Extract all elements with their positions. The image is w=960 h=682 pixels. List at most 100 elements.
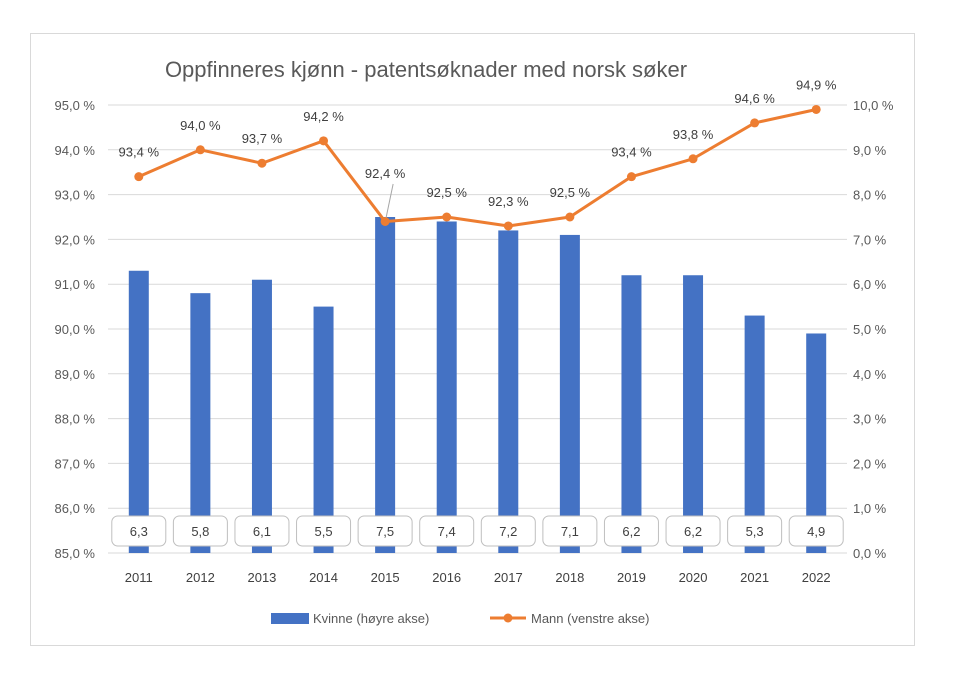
x-axis: 2011 2012 2013 2014 2015 2016 2017 2018 2019 2020… [125,570,831,585]
x-tick-label: 2022 [802,570,831,585]
bar-data-label: 7,2 [499,524,517,539]
line-marker [319,136,329,146]
left-tick-label: 93,0 % [55,188,96,203]
bar-data-label: 6,2 [684,524,702,539]
line-data-label: 93,4 % [611,145,652,160]
x-tick-label: 2013 [247,570,276,585]
line-data-label: 92,5 % [550,185,591,200]
bar [436,221,457,554]
line-data-label: 93,8 % [673,127,714,142]
left-tick-label: 89,0 % [55,367,96,382]
line-data-label: 92,5 % [426,185,467,200]
x-tick-label: 2012 [186,570,215,585]
line-data-label: 94,0 % [180,118,221,133]
line-data-labels: 93,4 % 94,0 % 93,7 % 94,2 % 92,4 % 92,5 % 92,3… [119,77,837,218]
bar-data-label-box [234,515,290,547]
line-data-label: 93,7 % [242,131,283,146]
left-tick-label: 94,0 % [55,143,96,158]
left-tick-label: 87,0 % [55,456,96,471]
bar-data-label: 5,8 [191,524,209,539]
left-tick-label: 92,0 % [55,232,96,247]
right-tick-label: 9,0 % [853,143,887,158]
line-data-label: 94,6 % [734,91,775,106]
line-marker [134,172,144,182]
bar-data-label: 7,1 [561,524,579,539]
bar [313,306,334,553]
bar-data-label: 6,3 [130,524,148,539]
left-tick-label: 95,0 % [55,98,96,113]
x-tick-label: 2015 [371,570,400,585]
x-tick-label: 2016 [432,570,461,585]
bar-data-label-box [296,515,352,547]
bar-data-label: 6,1 [253,524,271,539]
legend-label-kvinne: Kvinne (høyre akse) [313,611,429,626]
legend-swatch-mann-marker [503,613,513,623]
x-tick-label: 2020 [679,570,708,585]
line-data-label: 94,9 % [796,77,837,92]
bar [683,275,704,553]
right-tick-label: 10,0 % [853,98,894,113]
bar-data-label-box [480,515,536,547]
bar-data-label-box [542,515,598,547]
bar-data-label: 6,2 [622,524,640,539]
line-marker [565,212,575,222]
right-tick-label: 0,0 % [853,546,887,561]
legend-swatch-kvinne [271,613,309,624]
line-data-label-leader [385,183,394,218]
line-data-label: 92,4 % [365,166,406,181]
left-tick-label: 91,0 % [55,277,96,292]
line-data-label: 93,4 % [119,145,160,160]
chart-title: Oppfinneres kjønn - patentsøknader med n… [165,57,687,82]
line-data-label: 92,3 % [488,194,529,209]
line-marker [750,118,760,128]
bar-data-label-box [357,515,413,547]
bar-series [128,217,827,554]
right-tick-label: 4,0 % [853,367,887,382]
x-tick-label: 2021 [740,570,769,585]
bar [806,333,827,553]
bar [744,315,765,553]
legend-label-mann: Mann (venstre akse) [531,611,650,626]
line-data-label: 94,2 % [303,109,344,124]
bar-data-label: 5,3 [746,524,764,539]
bar-data-labels: 6,3 5,8 6,1 5,5 7,5 7,4 7,2 7,1 6,2 6,2 5,3 4,9 [111,515,844,547]
bar-data-label-box [419,515,475,547]
x-tick-label: 2018 [555,570,584,585]
line-marker [257,158,267,168]
bar [559,234,580,554]
bar [190,293,211,553]
line-marker [503,221,513,231]
x-tick-label: 2014 [309,570,338,585]
bar [621,275,642,553]
bar-data-label: 7,5 [376,524,394,539]
right-tick-label: 2,0 % [853,456,887,471]
x-tick-label: 2011 [125,570,153,585]
line-marker [195,145,205,155]
right-tick-label: 8,0 % [853,188,887,203]
right-tick-label: 3,0 % [853,412,887,427]
line-path [138,108,817,228]
left-tick-label: 90,0 % [55,322,96,337]
line-series [134,104,821,231]
left-tick-label: 85,0 % [55,546,96,561]
bar [251,279,272,553]
legend: Kvinne (høyre akse) Mann (venstre akse) [271,611,650,626]
bar [128,270,149,553]
line-marker [688,154,698,164]
right-axis: 0,0 % 1,0 % 2,0 % 3,0 % 4,0 % 5,0 % 6,0 % 7,0 %… [853,98,894,561]
line-marker [380,216,390,226]
bar-data-label-box [111,515,167,547]
line-marker [442,212,452,222]
gridlines [108,104,847,554]
bar [375,217,396,553]
line-marker [626,172,636,182]
right-tick-label: 1,0 % [853,501,887,516]
line-marker [811,104,821,114]
bar-data-label: 7,4 [438,524,456,539]
left-tick-label: 86,0 % [55,501,96,516]
bar-data-label: 5,5 [315,524,333,539]
bar-data-label: 4,9 [807,524,825,539]
right-tick-label: 7,0 % [853,232,887,247]
x-tick-label: 2019 [617,570,646,585]
